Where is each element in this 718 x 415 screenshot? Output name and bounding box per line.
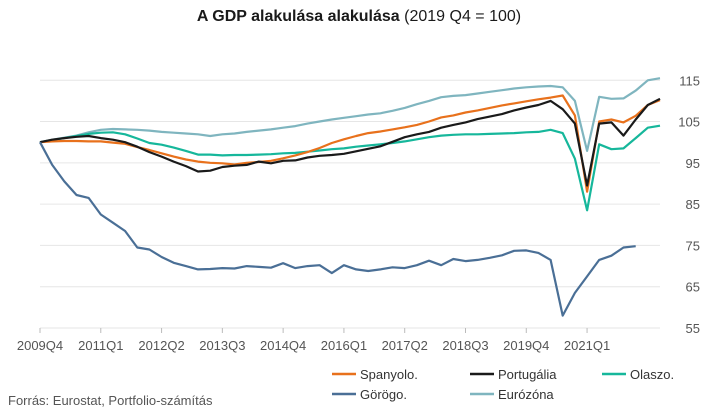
legend-label: Görögo. — [360, 387, 407, 402]
x-tick-label: 2018Q3 — [442, 338, 488, 353]
x-tick-label: 2012Q2 — [138, 338, 184, 353]
x-tick-label: 2016Q1 — [321, 338, 367, 353]
chart-title-bold: A GDP alakulása alakulása — [196, 8, 400, 25]
legend-label: Portugália — [498, 367, 557, 382]
y-tick-label: 55 — [686, 321, 700, 336]
y-tick-label: 95 — [686, 156, 700, 171]
x-tick-label: 2009Q4 — [17, 338, 63, 353]
y-tick-label: 115 — [679, 73, 700, 88]
x-tick-label: 2013Q3 — [199, 338, 245, 353]
series-lines — [39, 77, 661, 317]
x-tick-label: 2011Q1 — [78, 338, 123, 353]
series-line-1 — [39, 97, 661, 187]
source-note: Forrás: Eurostat, Portfolio-számítás — [8, 393, 213, 408]
y-tick-label: 65 — [686, 280, 700, 295]
y-tick-label: 85 — [686, 197, 700, 212]
x-tick-label: 2014Q4 — [260, 338, 306, 353]
legend-label: Spanyolo. — [360, 367, 418, 382]
chart-title-suffix: (2019 Q4 = 100) — [399, 8, 522, 25]
series-line-3 — [39, 141, 636, 317]
series-line-2 — [39, 124, 661, 212]
x-tick-label: 2017Q2 — [382, 338, 428, 353]
y-tick-label: 105 — [678, 115, 700, 130]
chart-title: A GDP alakulása alakulása (2019 Q4 = 100… — [0, 8, 718, 26]
legend-label: Olaszo. — [630, 367, 674, 382]
x-axis-ticks: 2009Q4 2011Q1 2012Q2 2013Q3 2014Q4 2016Q1 2017… — [17, 328, 610, 353]
legend-label: Eurózóna — [498, 387, 554, 402]
y-tick-label: 75 — [686, 238, 700, 253]
series-line-4 — [39, 77, 661, 152]
y-axis-ticks: 55 65 75 85 95 105 115 — [678, 73, 700, 336]
x-tick-label: 2021Q1 — [564, 338, 610, 353]
x-tick-label: 2019Q4 — [503, 338, 549, 353]
legend: Spanyolo. Portugália Olaszo. Görögo. Eurózón… — [332, 367, 674, 402]
